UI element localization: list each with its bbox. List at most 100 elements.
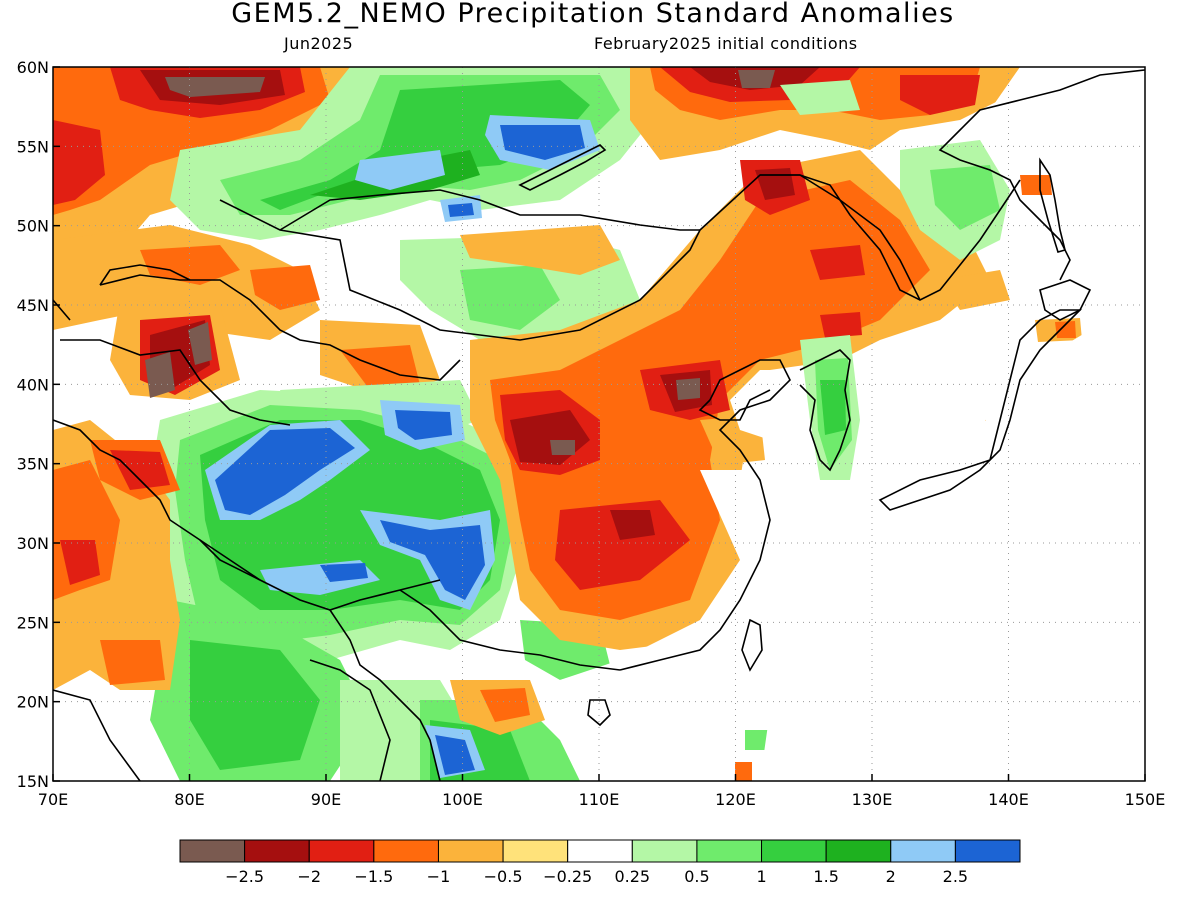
chart-title: GEM5.2_NEMO Precipitation Standard Anoma… [231, 0, 955, 29]
anomaly-region [1055, 321, 1076, 338]
colorbar-swatch [761, 839, 827, 863]
ocean-mask [560, 470, 780, 700]
india-north-border [199, 539, 441, 611]
longitude-tick-label: 150E [1125, 790, 1166, 809]
anomaly-region [930, 165, 1000, 230]
hainan-coast [587, 699, 611, 727]
colorbar-label: 1 [756, 867, 766, 886]
japan-coast [878, 309, 1082, 511]
longitude-tick-label: 110E [579, 790, 620, 809]
russia-pacific-coast [938, 69, 1145, 281]
anomaly-region [355, 150, 445, 190]
anomaly-region [738, 70, 775, 88]
colorbar-swatch [502, 839, 569, 863]
anomaly-region [110, 450, 170, 490]
latitude-tick-label: 15N [17, 772, 49, 791]
colorbar-swatch [631, 839, 698, 863]
anomaly-region [435, 735, 475, 775]
anomaly-region [820, 380, 846, 435]
colorbar-swatch [825, 839, 892, 863]
myanmar-border [329, 609, 441, 781]
latitude-tick-label: 40N [17, 375, 49, 394]
china-south-border [399, 589, 621, 671]
kazakh-border [99, 274, 461, 381]
anomaly-region [60, 540, 100, 585]
latitude-tick-label: 30N [17, 534, 49, 553]
map-gridlines [53, 67, 1145, 781]
latitude-tick-label: 45N [17, 296, 49, 315]
anomaly-region [480, 688, 530, 722]
latitude-tick-label: 55N [17, 137, 49, 156]
ocean-mask [990, 67, 1145, 200]
anomaly-region [188, 322, 212, 365]
longitude-tick-label: 130E [852, 790, 893, 809]
colorbar-label: 2.5 [943, 867, 968, 886]
anomaly-region [145, 352, 175, 398]
colorbar [179, 839, 1021, 863]
hokkaido-coast [1039, 279, 1092, 321]
china-east-coast [619, 359, 791, 671]
anomaly-region [395, 410, 452, 440]
anomaly-region [550, 440, 575, 455]
central-asia-border [60, 339, 291, 426]
anomaly-region [320, 563, 368, 582]
anomaly-region [53, 120, 105, 205]
colorbar-swatch [373, 839, 439, 863]
colorbar-label: −2.5 [225, 867, 264, 886]
longitude-axis: 70E 80E 90E 100E 110E 120E 130E 140E 150E [38, 774, 1166, 809]
longitude-tick-label: 140E [988, 790, 1029, 809]
sakhalin-coast [1039, 157, 1066, 253]
forecast-month: Jun2025 [284, 34, 354, 53]
longitude-tick-label: 80E [174, 790, 204, 809]
anomaly-region [448, 203, 474, 217]
anomaly-region [460, 265, 560, 330]
anomaly-region [100, 640, 165, 685]
ocean-mask [760, 300, 1145, 781]
anomaly-region [810, 245, 865, 280]
colorbar-swatch [179, 839, 246, 863]
anomaly-region [250, 265, 320, 310]
latitude-tick-label: 60N [17, 58, 49, 77]
anomaly-region [215, 428, 355, 515]
longitude-tick-label: 120E [715, 790, 756, 809]
colorbar-swatch [437, 839, 504, 863]
anomaly-region [190, 640, 320, 770]
bohai-coast [698, 389, 771, 421]
latitude-tick-label: 35N [17, 455, 49, 474]
anomaly-region [940, 270, 1010, 310]
anomaly-region [820, 312, 862, 338]
anomaly-region [460, 225, 620, 275]
colorbar-label: −0.5 [484, 867, 523, 886]
colorbar-swatch [567, 839, 633, 863]
pakistan-border [53, 419, 261, 581]
korea-coast [799, 349, 851, 472]
colorbar-swatch [890, 839, 956, 863]
anomaly-region [555, 500, 690, 590]
colorbar-label: 0.25 [614, 867, 650, 886]
initial-conditions-label: February2025 initial conditions [594, 34, 858, 53]
colorbar-label: −0.25 [543, 867, 592, 886]
russia-china-border [279, 189, 700, 231]
anomaly-region [755, 168, 795, 200]
colorbar-label: 0.5 [684, 867, 709, 886]
northeast-border [760, 174, 1021, 301]
longitude-tick-label: 70E [38, 790, 68, 809]
anomaly-region [676, 378, 700, 400]
longitude-tick-label: 100E [442, 790, 483, 809]
colorbar-label: −2 [297, 867, 321, 886]
coastlines-borders [53, 69, 1145, 781]
colorbar-swatch [244, 839, 310, 863]
caspian-aral-coast [53, 264, 191, 321]
anomaly-region [260, 80, 590, 210]
anomaly-region [900, 75, 980, 115]
colorbar-swatch [954, 839, 1021, 863]
anomaly-region [500, 125, 585, 160]
india-coast [53, 659, 391, 781]
taiwan-coast [741, 618, 763, 672]
colorbar-label: 2 [886, 867, 896, 886]
anomaly-region [735, 762, 752, 781]
colorbar-swatch [696, 839, 763, 863]
latitude-tick-label: 20N [17, 693, 49, 712]
anomaly-region [610, 510, 655, 540]
